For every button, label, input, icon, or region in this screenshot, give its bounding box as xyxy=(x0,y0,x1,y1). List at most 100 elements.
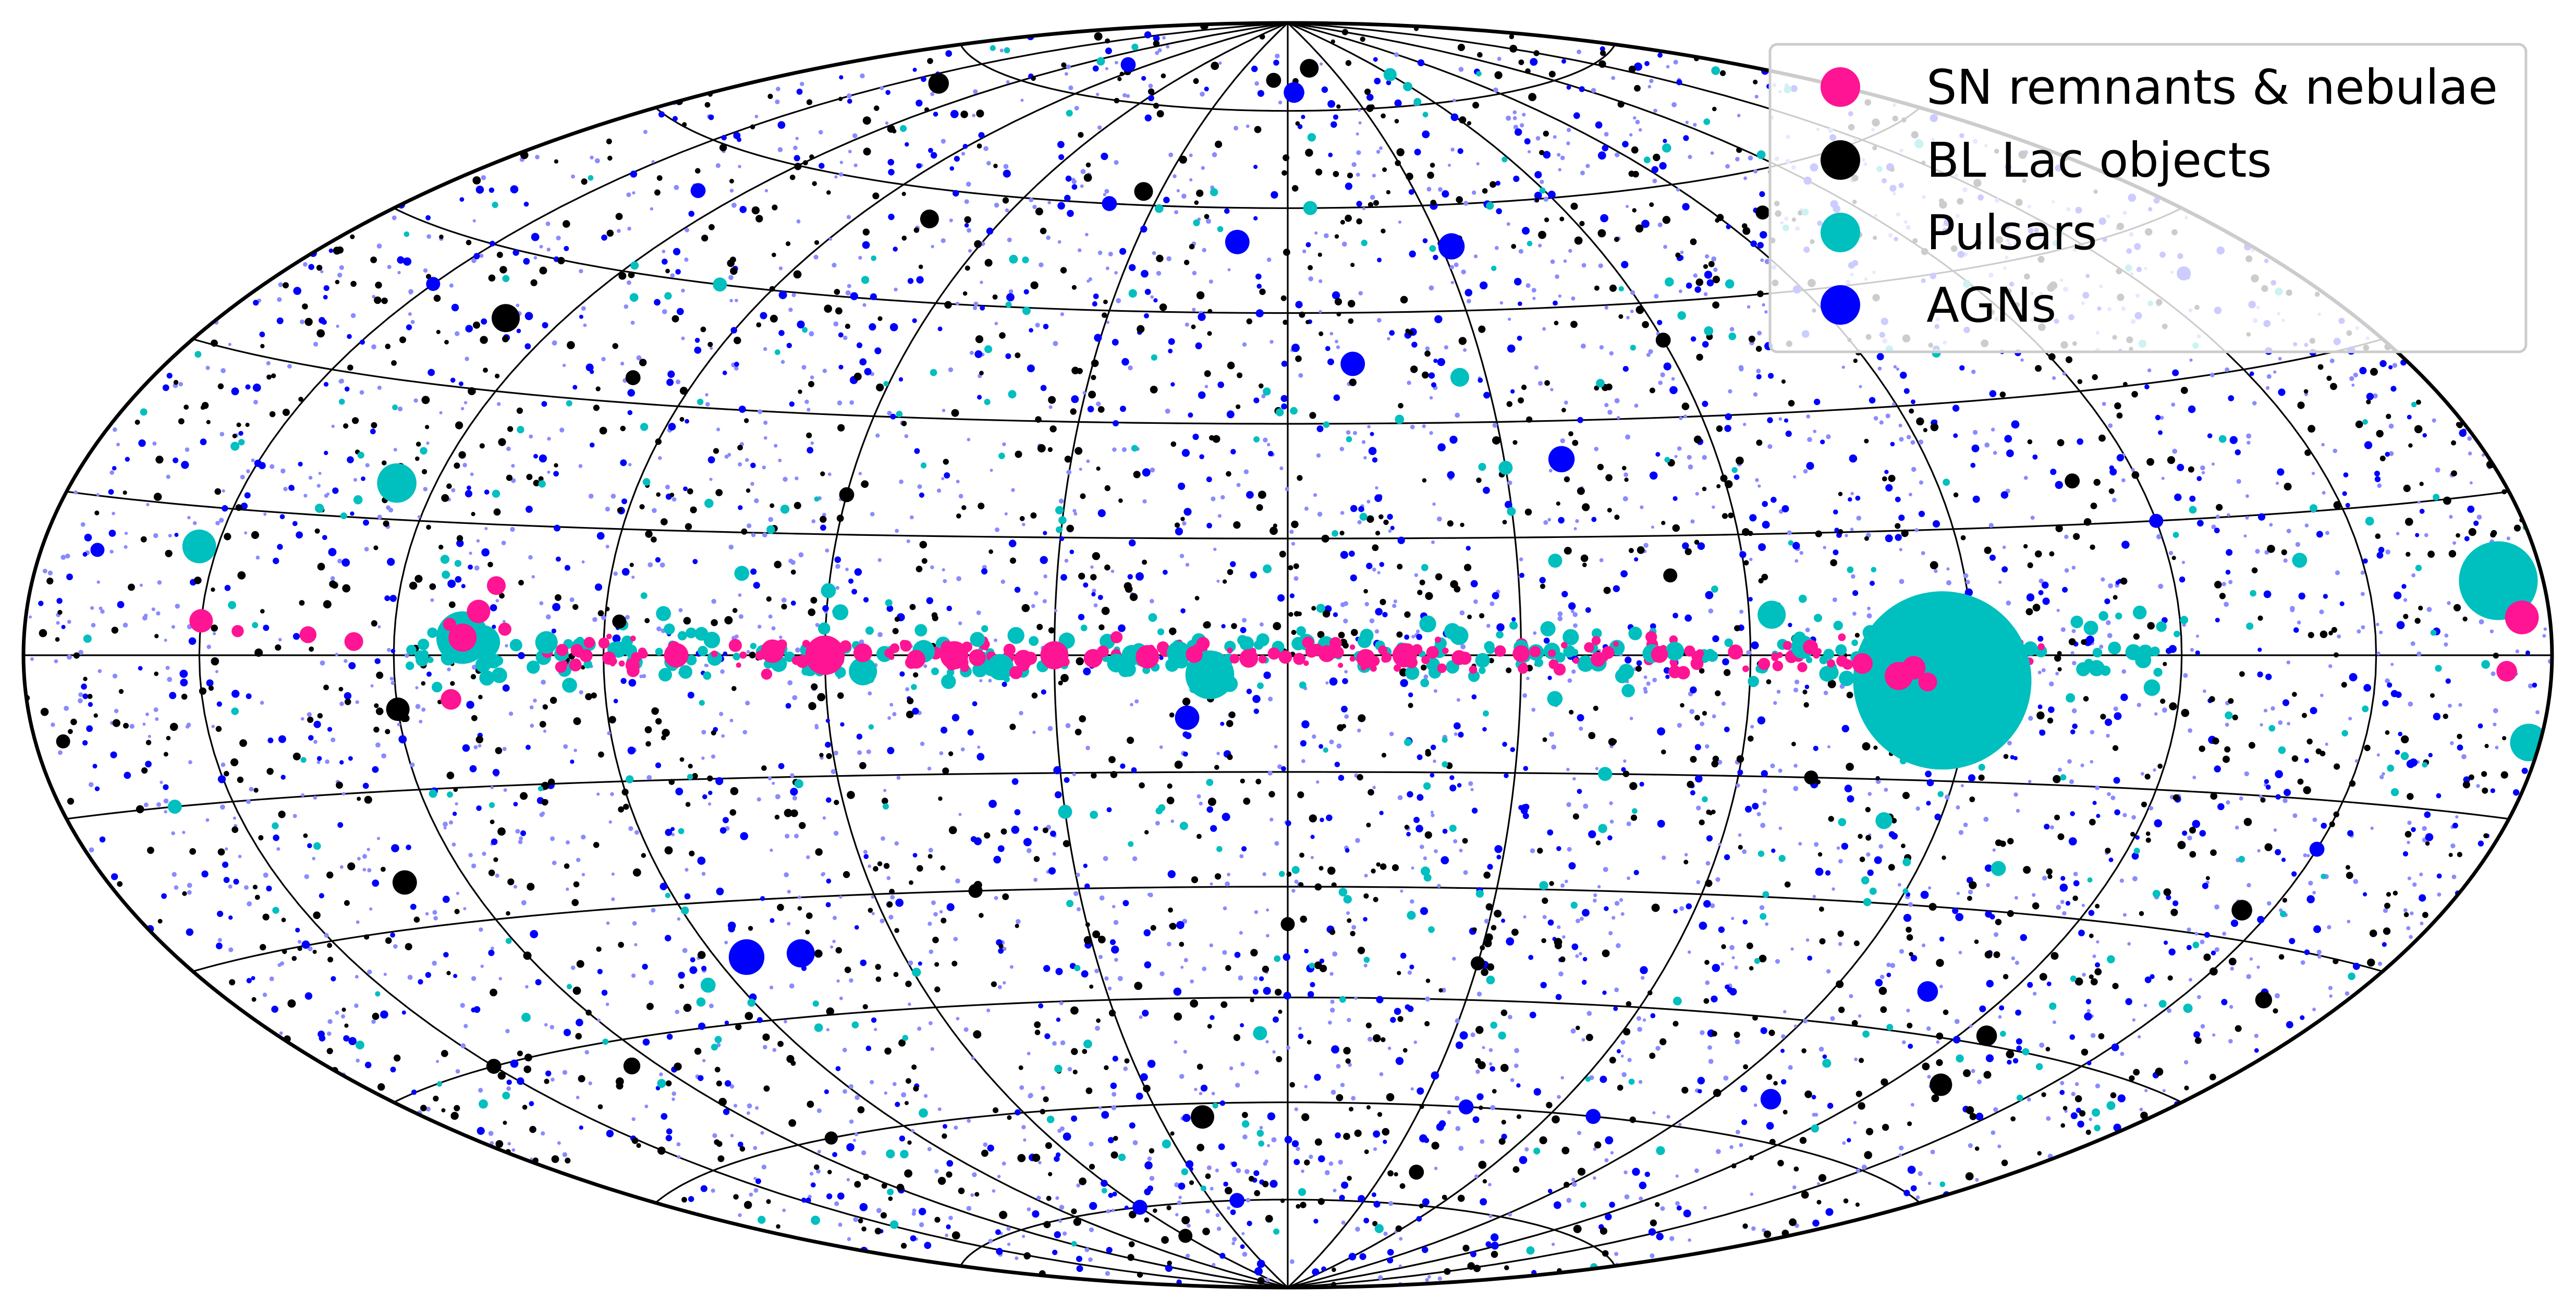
agn-faint-point xyxy=(830,945,834,949)
agn-faint-point xyxy=(1174,210,1179,215)
bll-point xyxy=(1082,1049,1088,1054)
agn-point xyxy=(702,794,707,800)
agn-point xyxy=(1400,952,1407,959)
bll-point xyxy=(1478,1160,1487,1169)
agn-point xyxy=(323,382,329,387)
agn-point xyxy=(468,565,473,570)
agn-point xyxy=(2525,650,2530,655)
agn-point xyxy=(1003,169,1011,178)
agn-point xyxy=(1076,1265,1083,1272)
agn-faint-point xyxy=(1738,833,1742,837)
agn-faint-point xyxy=(251,458,255,462)
bll-point xyxy=(1395,160,1401,166)
agn-point xyxy=(406,844,411,850)
bll-point xyxy=(904,1169,912,1178)
agn-faint-point xyxy=(650,207,654,211)
agn-point xyxy=(654,299,661,306)
bll-point xyxy=(2430,693,2435,698)
agn-faint-point xyxy=(1563,259,1567,263)
bll-point xyxy=(2094,968,2102,976)
bll-point xyxy=(1304,1159,1310,1166)
agn-faint-point xyxy=(1579,726,1583,731)
agn-faint-point xyxy=(881,836,885,841)
agn-faint-point xyxy=(1595,767,1598,770)
agn-faint-point xyxy=(1011,488,1015,492)
agn-faint-point xyxy=(1009,965,1014,969)
agn-point xyxy=(1071,395,1079,403)
agn-faint-point xyxy=(1637,1026,1642,1032)
bll-point xyxy=(1394,1172,1398,1177)
agn-point xyxy=(2085,999,2092,1004)
agn-faint-point xyxy=(834,175,838,179)
agn-faint-point xyxy=(2062,911,2067,916)
agn-faint-point xyxy=(2060,1081,2065,1085)
bll-point xyxy=(2349,780,2356,787)
bll-point xyxy=(2037,1151,2042,1156)
agn-faint-point xyxy=(1921,551,1925,555)
agn-faint-point xyxy=(1114,958,1118,962)
agn-faint-point xyxy=(228,884,233,889)
agn-faint-point xyxy=(498,977,502,981)
bll-point xyxy=(1089,1163,1095,1170)
agn-point xyxy=(125,457,130,462)
agn-faint-point xyxy=(1344,714,1349,719)
agn-faint-point xyxy=(563,744,568,749)
agn-faint-point xyxy=(1712,505,1715,509)
bll-point xyxy=(480,336,488,344)
agn-point xyxy=(1686,903,1692,910)
agn-point xyxy=(2096,814,2101,818)
agn-point xyxy=(898,377,904,382)
bll-point xyxy=(1818,906,1824,912)
agn-point xyxy=(1510,389,1515,394)
agn-point xyxy=(1711,995,1718,1003)
bll-point xyxy=(1227,569,1234,575)
agn-faint-point xyxy=(1736,783,1740,788)
bll-point xyxy=(1728,512,1734,519)
agn-faint-point xyxy=(2316,949,2322,955)
agn-faint-point xyxy=(887,411,892,416)
agn-faint-point xyxy=(958,621,962,626)
agn-faint-point xyxy=(1679,906,1684,911)
agn-faint-point xyxy=(1240,1062,1245,1067)
agn-faint-point xyxy=(777,147,783,152)
agn-point xyxy=(541,401,547,407)
agn-faint-point xyxy=(1336,1064,1341,1069)
agn-faint-point xyxy=(1878,844,1884,849)
agn-point xyxy=(933,112,938,117)
agn-faint-point xyxy=(778,266,783,271)
agn-point xyxy=(1925,770,1932,778)
agn-faint-point xyxy=(339,701,344,706)
agn-point xyxy=(701,965,707,971)
bll-point xyxy=(843,871,850,878)
agn-faint-point xyxy=(969,350,974,355)
agn-faint-point xyxy=(1480,1139,1485,1144)
agn-point xyxy=(456,540,464,547)
agn-faint-point xyxy=(1185,322,1189,327)
bll-point xyxy=(436,329,441,335)
agn-faint-point xyxy=(1816,1182,1821,1186)
agn-point xyxy=(1417,59,1425,67)
agn-faint-point xyxy=(1759,905,1765,910)
agn-point xyxy=(2113,777,2120,784)
agn-faint-point xyxy=(1488,1048,1493,1052)
agn-point xyxy=(442,896,450,903)
agn-faint-point xyxy=(1059,1205,1065,1210)
agn-faint-point xyxy=(1850,492,1854,495)
bll-point xyxy=(2457,422,2463,428)
agn-point xyxy=(1780,1048,1785,1053)
bll-point xyxy=(2057,667,2062,672)
agn-faint-point xyxy=(2140,771,2144,776)
agn-faint-point xyxy=(990,469,993,472)
agn-faint-point xyxy=(948,367,954,372)
bll-point xyxy=(901,1243,907,1249)
agn-point xyxy=(1712,635,1719,643)
bll-point xyxy=(863,148,871,156)
agn-point xyxy=(1807,955,1813,961)
bll-point xyxy=(1864,1151,1872,1159)
agn-faint-point xyxy=(463,1024,468,1028)
bll-point xyxy=(2188,466,2194,473)
agn-faint-point xyxy=(1363,963,1368,967)
agn-faint-point xyxy=(734,366,739,371)
agn-faint-point xyxy=(906,539,910,543)
agn-faint-point xyxy=(1420,844,1424,849)
